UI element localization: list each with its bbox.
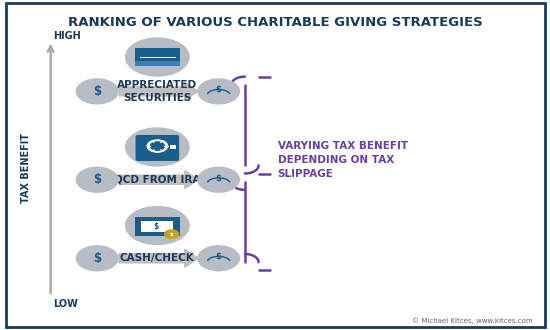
Circle shape	[198, 167, 239, 192]
Text: HIGH: HIGH	[53, 31, 81, 41]
Circle shape	[125, 207, 189, 245]
FancyBboxPatch shape	[141, 221, 173, 232]
Text: $: $	[216, 252, 222, 261]
Text: VARYING TAX BENEFIT
DEPENDING ON TAX
SLIPPAGE: VARYING TAX BENEFIT DEPENDING ON TAX SLI…	[278, 142, 408, 180]
FancyArrow shape	[119, 82, 199, 100]
Circle shape	[125, 38, 189, 76]
FancyBboxPatch shape	[135, 135, 179, 161]
Text: $: $	[216, 85, 222, 94]
Circle shape	[76, 79, 118, 104]
Text: © Michael Kitces, www.kitces.com: © Michael Kitces, www.kitces.com	[411, 317, 532, 324]
FancyBboxPatch shape	[135, 217, 180, 236]
Text: CASH/CHECK: CASH/CHECK	[120, 253, 195, 263]
Text: TAX BENEFIT: TAX BENEFIT	[21, 133, 31, 203]
Circle shape	[198, 79, 239, 104]
Circle shape	[76, 167, 118, 192]
Circle shape	[150, 142, 164, 150]
Text: $: $	[170, 232, 173, 237]
Circle shape	[76, 246, 118, 271]
Text: APPRECIATED
SECURITIES: APPRECIATED SECURITIES	[117, 80, 197, 103]
FancyBboxPatch shape	[170, 145, 177, 149]
FancyArrow shape	[119, 249, 199, 267]
Text: $: $	[153, 222, 158, 231]
Circle shape	[164, 230, 179, 238]
FancyArrow shape	[119, 171, 199, 189]
Text: $: $	[93, 85, 101, 98]
Text: LOW: LOW	[53, 299, 78, 309]
Circle shape	[125, 128, 189, 166]
Text: $: $	[216, 174, 222, 182]
Text: RANKING OF VARIOUS CHARITABLE GIVING STRATEGIES: RANKING OF VARIOUS CHARITABLE GIVING STR…	[68, 16, 482, 29]
Text: QCD FROM IRA: QCD FROM IRA	[114, 175, 201, 185]
FancyBboxPatch shape	[135, 49, 179, 66]
FancyBboxPatch shape	[135, 61, 179, 66]
Circle shape	[147, 140, 168, 152]
Text: $: $	[93, 173, 101, 186]
Circle shape	[198, 246, 239, 271]
Text: $: $	[93, 252, 101, 265]
